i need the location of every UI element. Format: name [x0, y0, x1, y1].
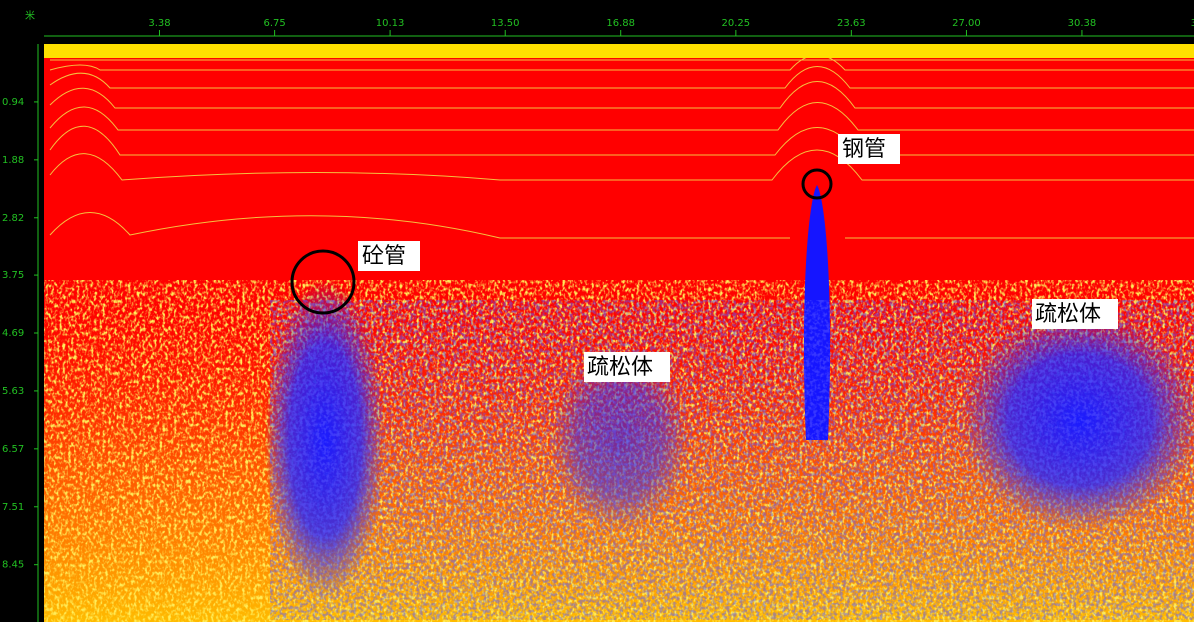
y-tick-label: 2.82	[2, 213, 24, 224]
label-box	[358, 241, 420, 271]
y-tick-label: 1.88	[2, 155, 24, 166]
x-tick-label: 16.88	[606, 18, 635, 29]
x-tick-label: 3.38	[148, 18, 170, 29]
x-tick-label: 13.50	[491, 18, 520, 29]
x-tick-label: 10.13	[376, 18, 405, 29]
x-tick-label: 30.38	[1068, 18, 1097, 29]
x-tick-label: 6.75	[263, 18, 285, 29]
y-tick-label: 4.69	[2, 328, 24, 339]
annotation: 钢管	[842, 137, 886, 162]
annotation: 疏松体	[1035, 302, 1101, 327]
marker-circle	[290, 249, 356, 315]
y-tick-label: 7.51	[2, 502, 24, 513]
label-box	[838, 134, 900, 164]
label-box	[1032, 299, 1118, 329]
y-tick-label: 3.75	[2, 270, 24, 281]
y-tick-label: 8.45	[2, 560, 24, 571]
x-tick-label: 20.25	[722, 18, 751, 29]
y-tick-label: 5.63	[2, 386, 24, 397]
y-tick-label: 0.94	[2, 97, 24, 108]
x-tick-label: 33	[1191, 18, 1194, 29]
y-tick-label: 6.57	[2, 444, 24, 455]
annotation: 砼管	[362, 244, 406, 269]
radar-image	[44, 44, 1194, 622]
annotations: 砼管 钢管 疏松体 疏松体	[290, 134, 1118, 382]
x-tick-label: 23.63	[837, 18, 866, 29]
unit-label: 米	[25, 9, 35, 22]
marker-circle	[801, 168, 833, 200]
annotation: 疏松体	[587, 355, 653, 380]
x-tick-label: 27.00	[952, 18, 981, 29]
label-box	[584, 352, 670, 382]
